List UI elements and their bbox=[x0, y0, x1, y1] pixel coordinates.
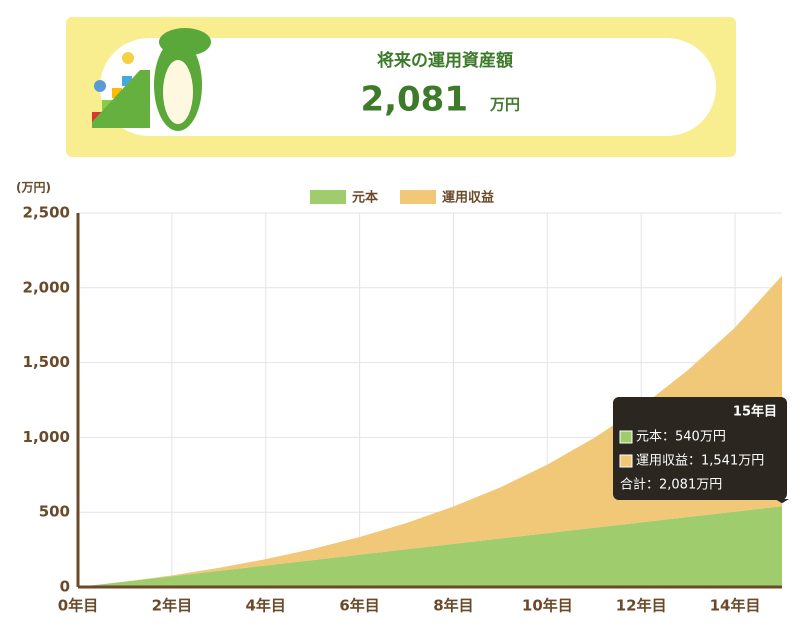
tooltip-pointer bbox=[775, 499, 789, 504]
y-tick-label: 1,000 bbox=[23, 428, 70, 446]
x-tick-label: 2年目 bbox=[152, 597, 192, 615]
x-tick-label: 6年目 bbox=[339, 597, 379, 615]
legend-swatch bbox=[400, 190, 437, 204]
legend-label: 運用収益 bbox=[442, 190, 494, 206]
tooltip-line: 元本：540万円 bbox=[636, 430, 726, 445]
x-tick-label: 10年目 bbox=[522, 597, 573, 615]
mascot bbox=[92, 28, 211, 131]
y-tick-label: 500 bbox=[39, 503, 70, 521]
header-value: 2,081 bbox=[360, 80, 468, 120]
header-unit: 万円 bbox=[489, 96, 520, 114]
x-tick-label: 4年目 bbox=[246, 597, 286, 615]
header-pill bbox=[100, 38, 716, 136]
tooltip-line: 運用収益：1,541万円 bbox=[636, 454, 764, 469]
x-tick-label: 8年目 bbox=[433, 597, 473, 615]
tooltip-swatch bbox=[619, 454, 633, 468]
y-axis-label: (万円) bbox=[16, 181, 51, 195]
area bbox=[78, 275, 782, 587]
tooltip-line: 合計：2,081万円 bbox=[620, 477, 722, 493]
tooltip-box bbox=[613, 397, 787, 500]
y-tick-label: 2,500 bbox=[23, 204, 70, 222]
y-tick-label: 1,500 bbox=[23, 353, 70, 371]
y-tick-label: 0 bbox=[60, 578, 70, 596]
header-title: 将来の運用資産額 bbox=[377, 50, 513, 71]
legend-label: 元本 bbox=[352, 190, 378, 206]
area bbox=[78, 506, 782, 587]
x-tick-label: 12年目 bbox=[616, 597, 667, 615]
x-tick-label: 0年目 bbox=[58, 597, 98, 615]
y-tick-label: 2,000 bbox=[23, 278, 70, 296]
tooltip-title: 15年目 bbox=[733, 404, 777, 420]
x-tick-label: 14年目 bbox=[710, 597, 761, 615]
legend-swatch bbox=[310, 190, 346, 204]
tooltip-swatch bbox=[619, 430, 633, 444]
